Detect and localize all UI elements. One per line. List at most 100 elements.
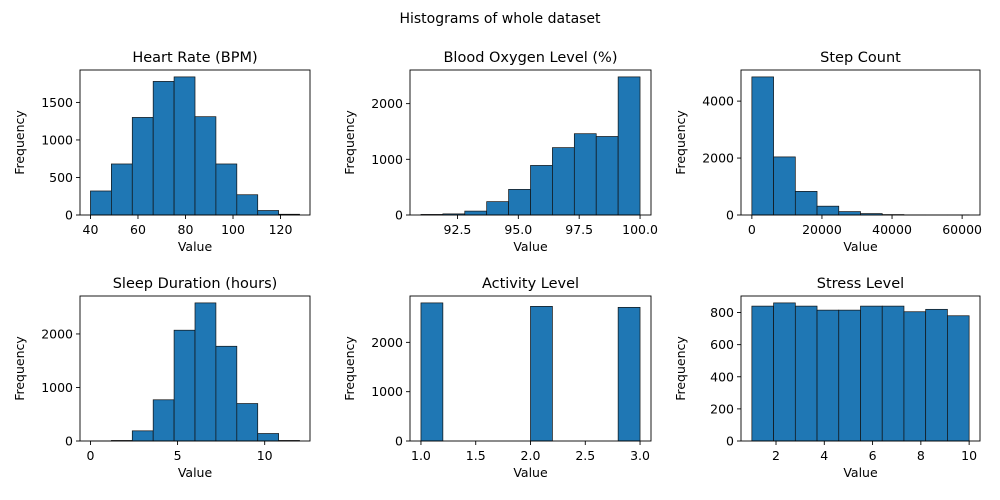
- x-tick-label: 95.0: [504, 222, 532, 237]
- histogram-bar: [860, 305, 883, 442]
- y-tick-label: 2000: [41, 326, 73, 341]
- histogram-bar: [131, 117, 154, 216]
- histogram-panel: 1.0 1.5 2.0 2.5 3.0 0 1000 2000 Activity Level Va…: [342, 276, 652, 480]
- histogram-bar: [794, 191, 818, 216]
- histogram-bar: [595, 136, 619, 216]
- x-tick-label: 100: [221, 222, 245, 237]
- histogram-bar: [552, 147, 575, 216]
- x-tick-label: 0: [86, 448, 94, 463]
- histogram-bar: [508, 189, 531, 216]
- x-tick-label: 60000: [942, 222, 982, 237]
- histogram-bar: [420, 302, 444, 442]
- x-tick-label: 4: [820, 448, 828, 463]
- histogram-bar: [194, 302, 217, 442]
- subplot-title: Stress Level: [817, 276, 904, 292]
- x-axis-label: Value: [843, 239, 878, 254]
- y-tick-label: 500: [49, 170, 73, 185]
- histogram-panel: 0 20000 40000 60000 0 2000 4000 Step Count Value…: [673, 50, 982, 254]
- histogram-bar: [617, 76, 641, 216]
- x-tick-label: 3.0: [630, 448, 650, 463]
- histogram-bar: [194, 116, 217, 216]
- x-tick-label: 80: [178, 222, 194, 237]
- y-tick-label: 0: [726, 434, 734, 449]
- histogram-bar: [530, 306, 553, 442]
- histogram-bar: [464, 210, 488, 216]
- subplot-title: Activity Level: [482, 276, 579, 292]
- x-tick-label: 5: [174, 448, 182, 463]
- x-axis-label: Value: [178, 465, 213, 480]
- y-axis-label: Frequency: [673, 336, 688, 401]
- histogram-bar: [838, 309, 861, 442]
- histogram-bar: [903, 311, 927, 442]
- y-tick-label: 0: [395, 434, 403, 449]
- histogram-bar: [152, 399, 175, 442]
- histogram-bar: [215, 345, 238, 442]
- y-axis-label: Frequency: [12, 336, 27, 401]
- x-tick-label: 120: [269, 222, 293, 237]
- histogram-bar: [131, 430, 154, 442]
- x-tick-label: 1.0: [411, 448, 431, 463]
- histogram-bar: [794, 305, 818, 442]
- histogram-bar: [236, 194, 259, 216]
- histogram-bar: [751, 76, 774, 216]
- histogram-bar: [816, 309, 840, 442]
- histogram-bar: [773, 302, 796, 442]
- x-tick-label: 40000: [872, 222, 912, 237]
- x-axis-label: Value: [513, 465, 548, 480]
- x-axis-label: Value: [843, 465, 878, 480]
- histogram-bar: [617, 306, 641, 442]
- y-tick-label: 2000: [371, 335, 403, 350]
- histogram-bar: [486, 201, 509, 216]
- x-tick-label: 100.0: [622, 222, 658, 237]
- y-tick-label: 1000: [371, 152, 403, 167]
- figure-title: Histograms of whole dataset: [399, 11, 601, 27]
- y-tick-label: 1000: [371, 384, 403, 399]
- histogram-bar: [173, 76, 196, 216]
- histogram-bar: [773, 156, 796, 216]
- y-tick-label: 4000: [702, 94, 734, 109]
- y-tick-label: 800: [710, 305, 734, 320]
- x-tick-label: 20000: [802, 222, 842, 237]
- y-tick-label: 0: [726, 208, 734, 223]
- y-tick-label: 600: [710, 337, 734, 352]
- x-tick-label: 40: [83, 222, 99, 237]
- histogram-bar: [257, 210, 279, 216]
- y-tick-label: 200: [710, 401, 734, 416]
- x-axis-label: Value: [178, 239, 213, 254]
- histogram-bar: [816, 205, 840, 216]
- x-tick-label: 2.0: [521, 448, 541, 463]
- axes-frame: [740, 295, 981, 442]
- y-tick-label: 1000: [41, 380, 73, 395]
- histogram-panel: 0 5 10 0 1000 2000 Sleep Duration (hours) Value…: [12, 276, 311, 480]
- histogram-bar: [947, 315, 970, 442]
- y-tick-label: 2000: [371, 96, 403, 111]
- histogram-panel: 40 60 80 100 120 0 500 1000 1500 Heart Rate (BPM)…: [12, 50, 311, 254]
- histogram-bar: [173, 329, 196, 442]
- axes-frame: [409, 69, 652, 216]
- subplot-title: Heart Rate (BPM): [132, 50, 257, 66]
- x-tick-label: 60: [130, 222, 146, 237]
- y-tick-label: 0: [65, 434, 73, 449]
- axes-frame: [740, 69, 981, 216]
- y-tick-label: 1500: [41, 95, 73, 110]
- y-tick-label: 2000: [702, 151, 734, 166]
- histogram-bar: [215, 163, 238, 216]
- axes-frame: [79, 69, 311, 216]
- x-tick-label: 97.5: [565, 222, 593, 237]
- x-tick-label: 1.5: [466, 448, 486, 463]
- histogram-bar: [111, 163, 133, 216]
- x-tick-label: 0: [748, 222, 756, 237]
- x-tick-label: 2.5: [575, 448, 595, 463]
- histogram-bar: [925, 308, 948, 442]
- subplot-title: Blood Oxygen Level (%): [443, 50, 617, 66]
- histogram-bar: [751, 305, 774, 442]
- x-tick-label: 6: [869, 448, 877, 463]
- histogram-bar: [573, 133, 597, 216]
- x-tick-label: 2: [772, 448, 780, 463]
- histogram-bar: [530, 165, 553, 216]
- y-axis-label: Frequency: [12, 110, 27, 175]
- histogram-bar: [881, 305, 905, 442]
- histogram-panel: 2 4 6 8 10 0 200 400 600 800 Stress Level Value Freq…: [673, 276, 981, 480]
